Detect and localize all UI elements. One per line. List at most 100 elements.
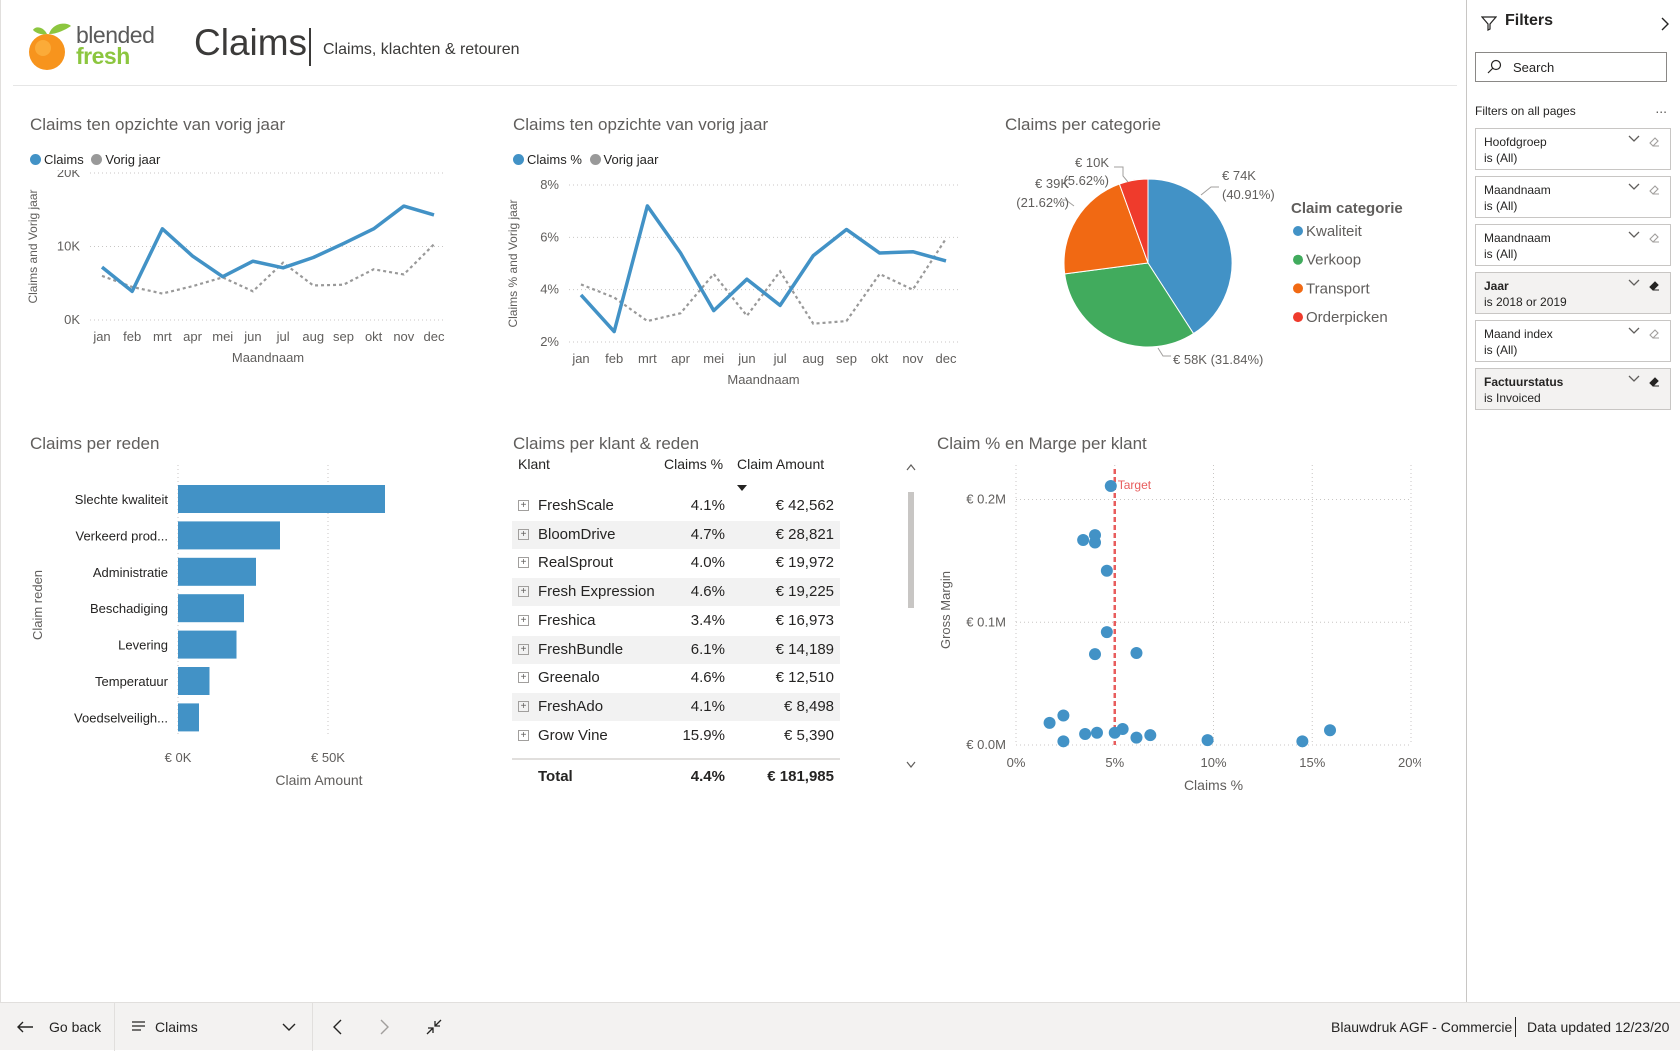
more-options-icon[interactable]: ... xyxy=(1655,100,1667,116)
chevron-down-icon[interactable] xyxy=(1628,183,1640,191)
table-row[interactable]: + Fresh Expression 4.6% € 19,225 xyxy=(512,578,840,607)
filter-card-maand-index[interactable]: Maand index is (All) xyxy=(1475,320,1671,362)
next-page-icon[interactable] xyxy=(379,1019,391,1035)
line-chart-1[interactable]: 0K 10K 20K jan feb mrt apr mei jun jul aug sep okt no… xyxy=(21,170,481,395)
table-scrollbar[interactable] xyxy=(905,462,917,778)
expand-row-icon[interactable]: + xyxy=(518,557,529,569)
series-line-vorig-jaar[interactable] xyxy=(101,243,435,295)
filter-card-hoofdgroep[interactable]: Hoofdgroep is (All) xyxy=(1475,128,1671,170)
expand-row-icon[interactable]: + xyxy=(518,729,529,741)
scatter-point[interactable] xyxy=(1130,646,1143,659)
pie-slice-orderpicken[interactable] xyxy=(1118,178,1149,264)
column-header-klant[interactable]: Klant xyxy=(518,456,550,472)
filter-card-factuurstatus[interactable]: Factuurstatus is Invoiced xyxy=(1475,368,1671,410)
table-row[interactable]: + Grow Vine 15.9% € 5,390 xyxy=(512,722,840,750)
line-chart-2-legend[interactable]: Claims % Vorig jaar xyxy=(513,152,662,167)
legend-item-vorig-jaar[interactable]: Vorig jaar xyxy=(589,152,658,167)
scatter-point[interactable] xyxy=(1057,709,1070,722)
bar-beschadiging[interactable] xyxy=(178,594,244,623)
legend-item-vorig-jaar[interactable]: Vorig jaar xyxy=(91,152,160,167)
expand-row-icon[interactable]: + xyxy=(518,528,529,540)
previous-page-icon[interactable] xyxy=(331,1019,343,1035)
pie-data-label: (21.62%) xyxy=(1016,195,1069,210)
table-row[interactable]: + RealSprout 4.0% € 19,972 xyxy=(512,549,840,577)
pie-legend-item-transport[interactable]: Transport xyxy=(1306,280,1370,297)
filter-card-jaar[interactable]: Jaar is 2018 or 2019 xyxy=(1475,272,1671,314)
scatter-point[interactable] xyxy=(1057,735,1070,748)
legend-item-claims[interactable]: Claims xyxy=(30,152,84,167)
scatter-point[interactable] xyxy=(1116,723,1129,736)
pie-chart[interactable]: € 74K (40.91%) € 58K (31.84%) € 39K (21.62%)… xyxy=(1001,145,1441,380)
scatter-chart[interactable]: 0% 5% 10% 15% 20% € 0.0M € 0.1M € 0.2M Target Cla… xyxy=(931,465,1421,795)
table-row[interactable]: + BloomDrive 4.7% € 28,821 xyxy=(512,520,840,549)
exit-fullscreen-icon[interactable] xyxy=(425,1018,443,1036)
total-label: Total xyxy=(538,768,573,785)
pie-legend-item-verkoop[interactable]: Verkoop xyxy=(1306,252,1361,269)
chevron-down-icon[interactable] xyxy=(1628,135,1640,143)
expand-row-icon[interactable]: + xyxy=(518,643,529,655)
table-row[interactable]: + FreshBundle 6.1% € 14,189 xyxy=(512,635,840,664)
clear-filter-icon[interactable] xyxy=(1648,135,1660,147)
filter-card-maandnaam[interactable]: Maandnaam is (All) xyxy=(1475,176,1671,218)
pie-legend-item-orderpicken[interactable]: Orderpicken xyxy=(1306,309,1388,326)
table-row[interactable]: + FreshAdo 4.1% € 8,498 xyxy=(512,692,840,721)
pie-slice-transport[interactable] xyxy=(1063,183,1149,275)
pie-slice-verkoop[interactable] xyxy=(1064,262,1195,348)
bar-temperatuur[interactable] xyxy=(178,667,210,695)
claims-pct-cell: 3.4% xyxy=(690,611,725,629)
chevron-down-icon[interactable] xyxy=(1628,231,1640,239)
scatter-point[interactable] xyxy=(1079,727,1092,740)
scatter-point[interactable] xyxy=(1104,480,1117,493)
bar-administratie[interactable] xyxy=(178,557,256,586)
scatter-point[interactable] xyxy=(1324,724,1337,737)
clear-filter-icon[interactable] xyxy=(1648,183,1660,195)
series-line-claims-[interactable] xyxy=(579,204,947,334)
expand-row-icon[interactable]: + xyxy=(518,614,529,626)
filters-search-input[interactable]: Search xyxy=(1475,52,1667,82)
scatter-point[interactable] xyxy=(1130,731,1143,744)
column-header-claim-amount[interactable]: Claim Amount xyxy=(737,456,825,472)
line-chart-2[interactable]: 2% 4% 6% 8% jan feb mrt apr mei jun jul aug sep okt no… xyxy=(506,170,966,395)
scatter-point[interactable] xyxy=(1144,729,1157,742)
scatter-point[interactable] xyxy=(1090,726,1103,739)
scatter-point[interactable] xyxy=(1077,534,1090,547)
scatter-point[interactable] xyxy=(1043,716,1056,729)
expand-row-icon[interactable]: + xyxy=(518,586,529,598)
scatter-point[interactable] xyxy=(1089,648,1101,661)
claims-pct-cell: 4.0% xyxy=(690,554,725,572)
filter-card-maandnaam[interactable]: Maandnaam is (All) xyxy=(1475,224,1671,266)
collapse-pane-icon[interactable] xyxy=(1660,17,1670,31)
go-back-button[interactable]: Go back xyxy=(0,1003,114,1051)
scatter-point[interactable] xyxy=(1089,536,1101,549)
expand-row-icon[interactable]: + xyxy=(518,700,529,712)
table-row[interactable]: + Freshica 3.4% € 16,973 xyxy=(512,607,840,635)
series-line-claims[interactable] xyxy=(100,204,435,294)
bar-levering[interactable] xyxy=(178,630,237,659)
chevron-down-icon[interactable] xyxy=(1628,375,1640,383)
clear-filter-icon[interactable] xyxy=(1648,375,1660,387)
clear-filter-icon[interactable] xyxy=(1648,279,1660,291)
chevron-down-icon[interactable] xyxy=(1628,279,1640,287)
pie-legend-item-kwaliteit[interactable]: Kwaliteit xyxy=(1306,223,1363,240)
bar-chart[interactable]: € 0K € 50K Slechte kwaliteit Verkeerd prod.… xyxy=(21,465,481,795)
scatter-point[interactable] xyxy=(1100,626,1113,639)
bar-voedselveiligh[interactable] xyxy=(178,703,199,732)
expand-row-icon[interactable]: + xyxy=(518,500,529,511)
column-header-claims-pct[interactable]: Claims % xyxy=(664,456,724,472)
bar-slechte-kwaliteit[interactable] xyxy=(178,485,385,513)
clear-filter-icon[interactable] xyxy=(1648,327,1660,339)
chevron-down-icon[interactable] xyxy=(1628,327,1640,335)
scatter-point[interactable] xyxy=(1296,735,1309,748)
clear-filter-icon[interactable] xyxy=(1648,231,1660,243)
x-tick-label: okt xyxy=(365,329,383,344)
table-row[interactable]: + FreshScale 4.1% € 42,562 xyxy=(512,492,840,520)
data-updated-label: Data updated 12/23/20 xyxy=(1527,1019,1670,1035)
page-selector[interactable]: Claims xyxy=(115,1003,312,1051)
table-row[interactable]: + Greenalo 4.6% € 12,510 xyxy=(512,664,840,692)
legend-item-claims-pct[interactable]: Claims % xyxy=(513,152,582,167)
scatter-point[interactable] xyxy=(1100,564,1113,577)
bar-verkeerd-prod[interactable] xyxy=(178,521,280,550)
expand-row-icon[interactable]: + xyxy=(518,672,529,684)
line-chart-1-legend[interactable]: Claims Vorig jaar xyxy=(30,152,164,167)
scatter-point[interactable] xyxy=(1201,734,1214,747)
